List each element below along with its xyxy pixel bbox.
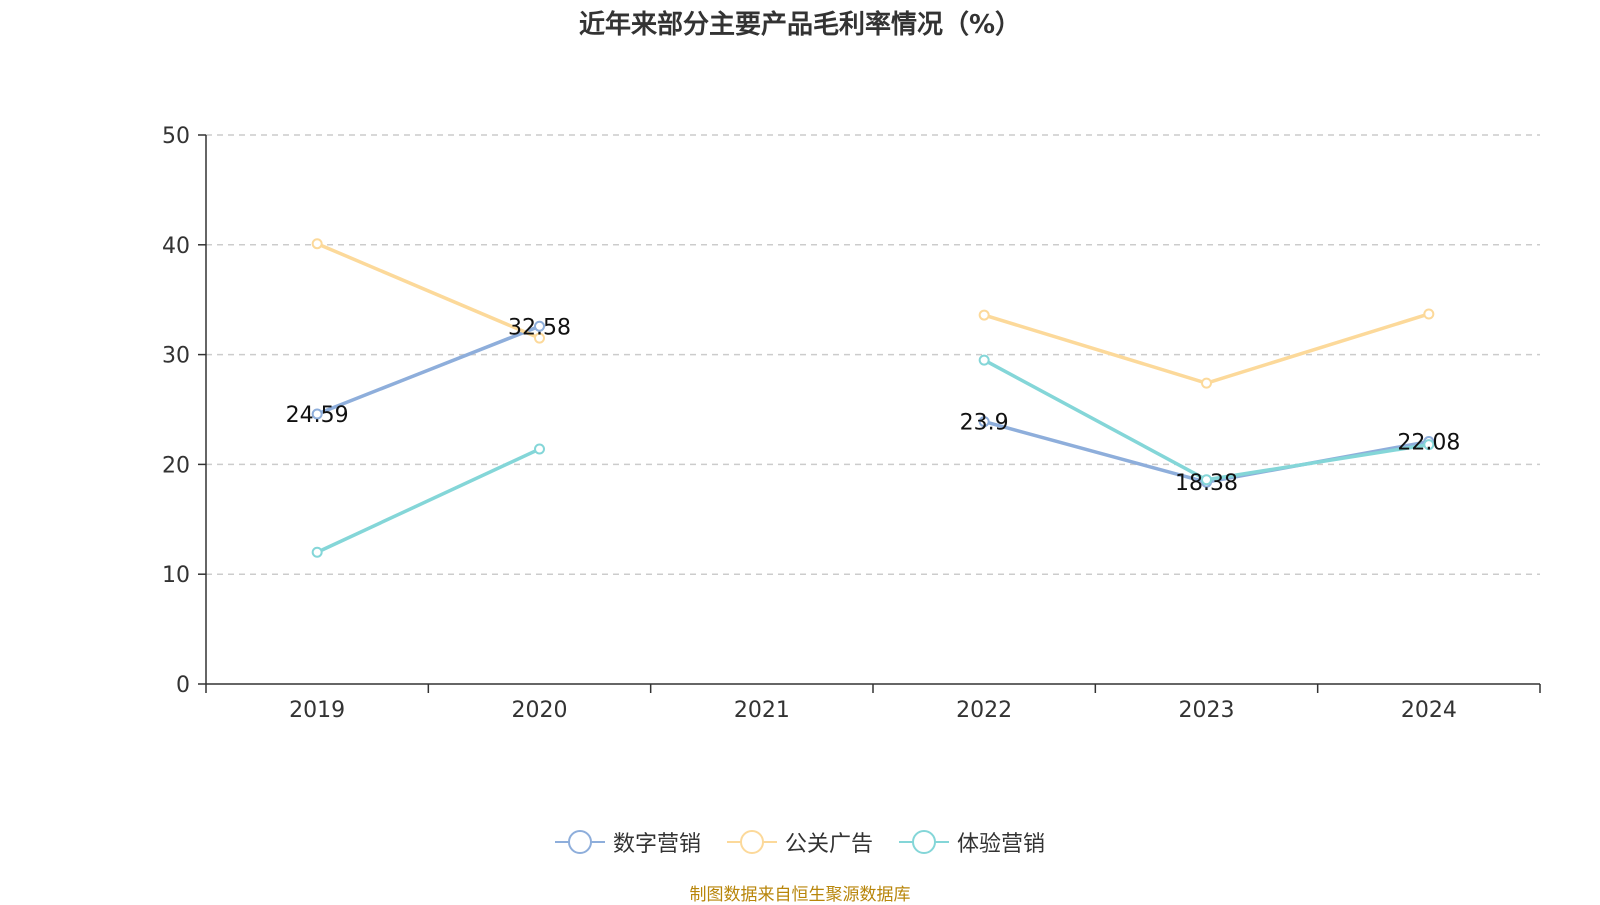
x-tick-label: 2023 bbox=[1179, 698, 1235, 723]
legend-swatch-icon bbox=[899, 828, 949, 856]
x-tick-label: 2019 bbox=[289, 698, 345, 723]
series-2-point bbox=[1201, 474, 1212, 486]
legend-label: 体验营销 bbox=[957, 832, 1046, 857]
x-tick-label: 2020 bbox=[512, 698, 568, 723]
x-tick-label: 2024 bbox=[1401, 698, 1457, 723]
series-1-line bbox=[983, 312, 1430, 385]
y-tick-label: 10 bbox=[162, 563, 190, 588]
x-tick-label: 2022 bbox=[956, 698, 1012, 723]
y-tick-label: 20 bbox=[162, 453, 190, 478]
legend-item[interactable]: 体验营销 bbox=[899, 826, 1045, 858]
x-tick-label: 2021 bbox=[734, 698, 790, 723]
source-note: 制图数据来自恒生聚源数据库 bbox=[689, 885, 911, 905]
series-1-point bbox=[534, 332, 545, 344]
series-0-line bbox=[316, 324, 541, 416]
legend-label: 公关广告 bbox=[784, 832, 873, 857]
y-tick-label: 40 bbox=[162, 234, 190, 259]
line-chart: 0 10 20 30 40 50 2019 2020 2021 2022 2023 2024 24.5… bbox=[162, 124, 1541, 723]
legend-item[interactable]: 公关广告 bbox=[726, 826, 873, 858]
legend-swatch-icon bbox=[726, 828, 777, 856]
y-tick-label: 0 bbox=[176, 673, 190, 698]
series-0-point bbox=[311, 408, 323, 420]
series-1-point bbox=[978, 309, 990, 321]
series-2-point bbox=[534, 443, 545, 455]
series-2-point bbox=[978, 354, 990, 366]
data-label: 22.08 bbox=[1397, 431, 1460, 456]
y-tick-label: 30 bbox=[162, 344, 190, 369]
series-1-point bbox=[1201, 377, 1212, 389]
chart-title: 近年来部分主要产品毛利率情况（%） bbox=[578, 10, 1022, 40]
series-0-point bbox=[978, 416, 990, 428]
series-2-point bbox=[1423, 439, 1435, 451]
series-2-line bbox=[316, 447, 541, 554]
data-label: 32.58 bbox=[508, 315, 571, 340]
legend: 数字营销 公关广告 体验营销 bbox=[0, 826, 1600, 858]
series-1-point bbox=[1423, 308, 1435, 320]
series-2-point bbox=[311, 546, 323, 558]
y-tick-label: 50 bbox=[162, 124, 190, 149]
data-label: 23.9 bbox=[960, 411, 1009, 436]
data-label: 18.38 bbox=[1175, 471, 1238, 496]
series-0-point bbox=[534, 320, 545, 332]
data-label: 24.59 bbox=[286, 403, 349, 428]
legend-item[interactable]: 数字营销 bbox=[554, 826, 701, 858]
legend-swatch-icon bbox=[554, 828, 605, 856]
series-1-line bbox=[316, 242, 541, 340]
legend-label: 数字营销 bbox=[612, 832, 701, 857]
series-1-point bbox=[311, 238, 323, 250]
